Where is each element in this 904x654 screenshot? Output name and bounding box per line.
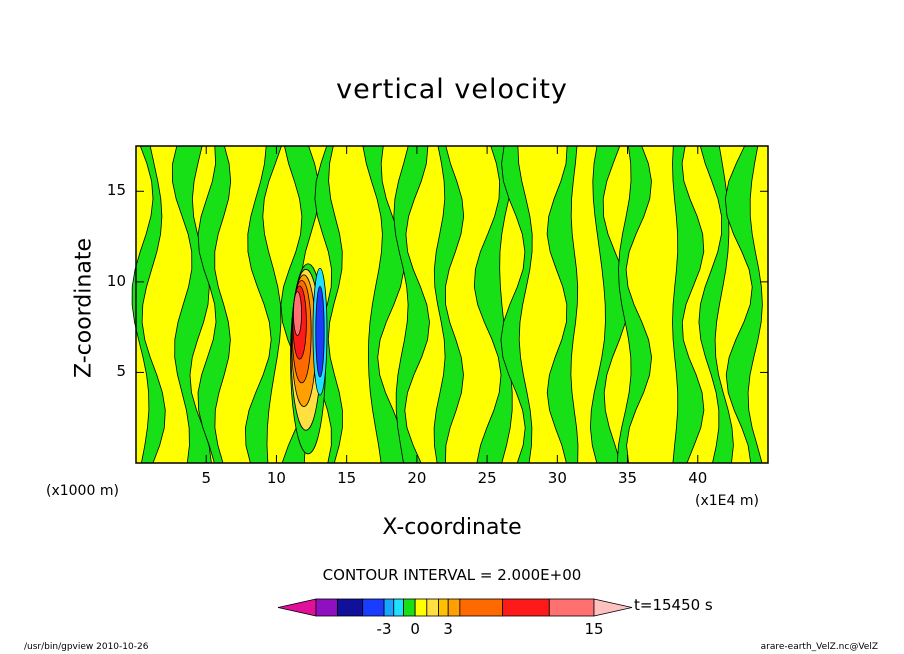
colorbar-cell-0	[277, 598, 317, 617]
colorbar	[277, 598, 633, 617]
plot-frame	[135, 145, 769, 464]
colorbar-cell-6	[403, 598, 416, 617]
y-tick-label-0: 5	[116, 362, 126, 381]
colorbar-cell-14	[593, 598, 633, 617]
x-unit-left: (x1000 m)	[46, 483, 119, 499]
colorbar-cell-12	[502, 598, 550, 617]
colorbar-label-1: 0	[410, 620, 420, 638]
colorbar-label-0: -3	[376, 620, 392, 638]
x-tick-label-1: 10	[266, 469, 286, 487]
footer-right: arare-earth_VelZ.nc@VelZ	[760, 642, 878, 652]
colorbar-cell-10	[447, 598, 461, 617]
x-unit-right: (x1E4 m)	[695, 493, 759, 509]
colorbar-cell-7	[414, 598, 428, 617]
x-tick-label-4: 25	[477, 469, 497, 487]
x-tick-label-0: 5	[201, 469, 211, 487]
contour-interval: CONTOUR INTERVAL = 2.000E+00	[322, 566, 582, 584]
colorbar-cell-5	[393, 598, 404, 617]
x-tick-label-7: 40	[688, 469, 708, 487]
y-tick-label-1: 10	[106, 271, 126, 290]
velocity-field	[131, 145, 768, 464]
updraft-region	[290, 263, 328, 455]
chart-title: vertical velocity	[336, 74, 568, 105]
footer-left: /usr/bin/gpview 2010-10-26	[24, 642, 149, 652]
downdraft-contour-1	[315, 285, 325, 378]
axis-ticks	[136, 146, 768, 463]
colorbar-cell-11	[459, 598, 504, 617]
colorbar-cell-8	[426, 598, 439, 617]
x-tick-label-3: 20	[407, 469, 427, 487]
y-tick-label-2: 15	[106, 181, 126, 200]
colorbar-cell-1	[315, 598, 338, 617]
colorbar-label-3: 15	[584, 620, 604, 638]
x-tick-label-2: 15	[337, 469, 357, 487]
colorbar-cell-3	[362, 598, 385, 617]
colorbar-cell-2	[336, 598, 364, 617]
y-axis-label: Z-coordinate	[71, 238, 97, 378]
colorbar-cell-13	[548, 598, 595, 617]
colorbar-label-2: 3	[443, 620, 453, 638]
colorbar-cell-9	[438, 598, 449, 617]
x-tick-label-6: 35	[618, 469, 638, 487]
colorbar-cell-4	[383, 598, 395, 617]
x-axis-label: X-coordinate	[382, 515, 522, 540]
time-label: t=15450 s	[634, 596, 713, 614]
updraft-contour-5	[293, 291, 302, 336]
x-tick-label-5: 30	[547, 469, 567, 487]
